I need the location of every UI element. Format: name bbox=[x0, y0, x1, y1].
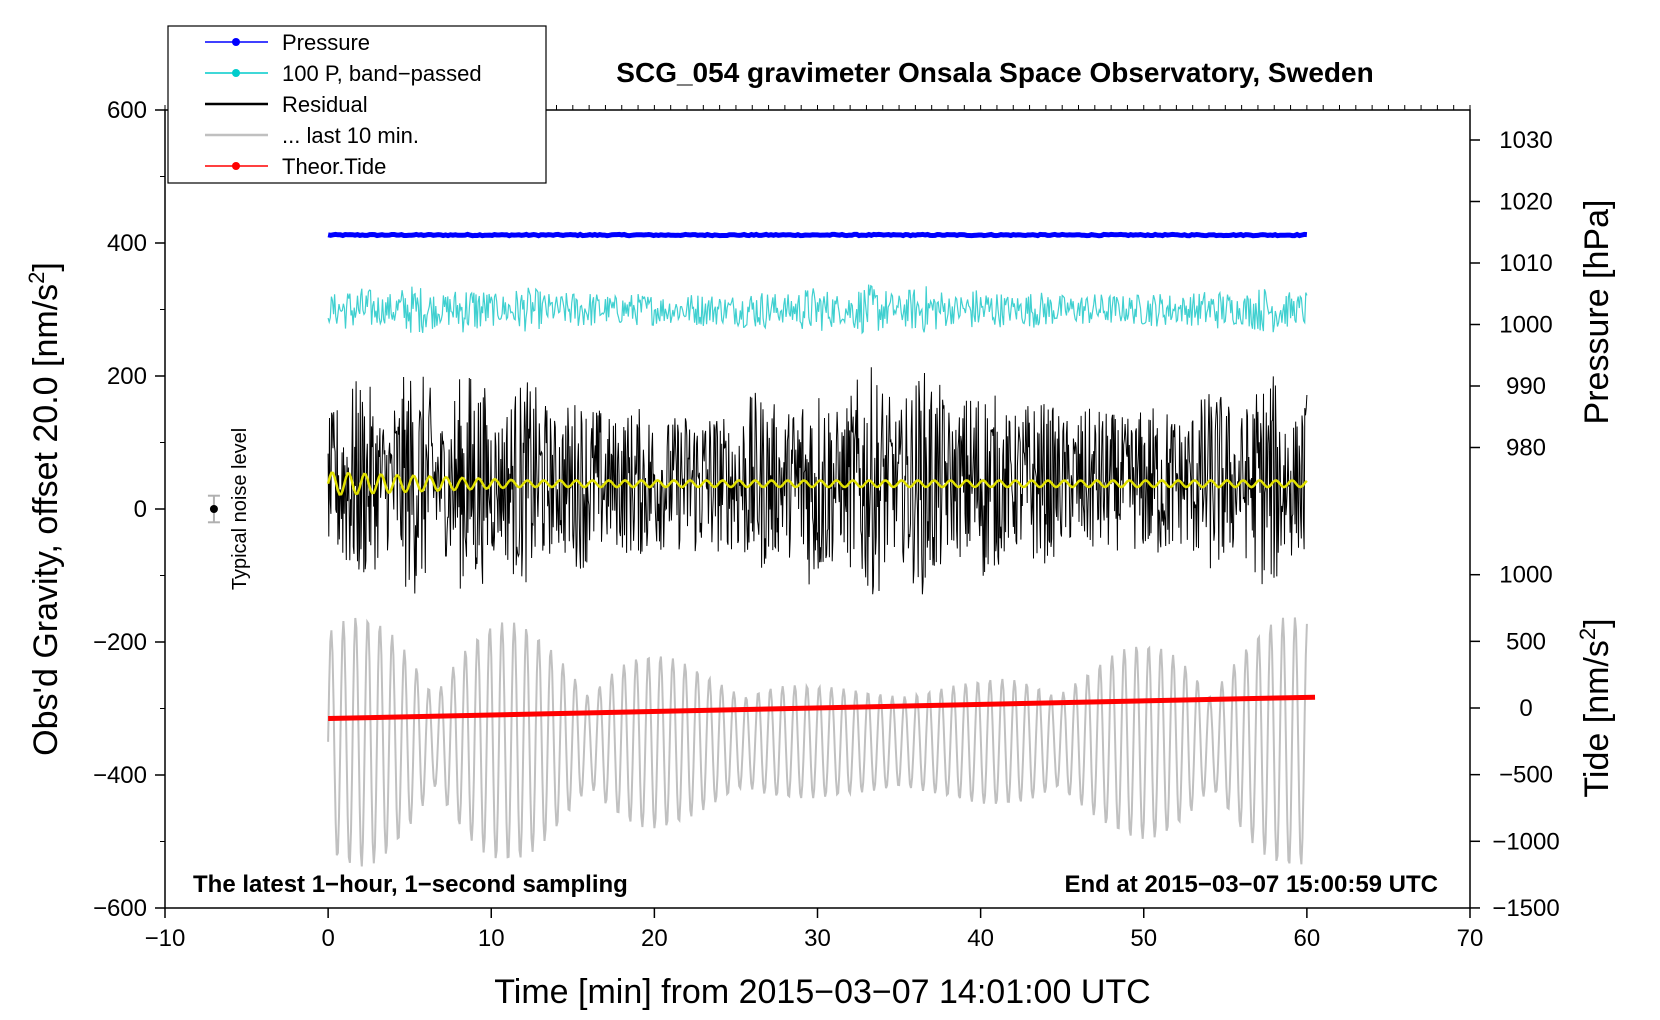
pressure-tick-label: 1030 bbox=[1499, 127, 1552, 154]
x-tick-label: 30 bbox=[804, 925, 831, 952]
x-tick-label: −10 bbox=[145, 925, 186, 952]
series-residual bbox=[327, 367, 1308, 595]
x-axis-label: Time [min] from 2015−03−07 14:01:00 UTC bbox=[494, 973, 1150, 1011]
x-tick-label: 0 bbox=[321, 925, 334, 952]
pressure-tick-label: 1000 bbox=[1499, 312, 1552, 339]
y-tick-label: 0 bbox=[134, 496, 147, 523]
tide-tick-label: 1000 bbox=[1499, 562, 1552, 589]
y-axis-label-end: ] bbox=[27, 262, 65, 271]
legend-label: Pressure bbox=[282, 30, 370, 55]
pressure-tick-label: 990 bbox=[1506, 373, 1546, 400]
y-axis-label-sup: 2 bbox=[24, 272, 49, 284]
pressure-tick-label: 980 bbox=[1506, 435, 1546, 462]
x-tick-label: 40 bbox=[967, 925, 994, 952]
tide-tick-label: 0 bbox=[1519, 695, 1532, 722]
legend-label: Theor.Tide bbox=[282, 154, 386, 179]
y-axis-label: Obs'd Gravity, offset 20.0 [nm/s2] bbox=[24, 262, 65, 756]
series-pressure bbox=[327, 231, 1308, 239]
legend: Pressure 100 P, band−passed Residual ... la… bbox=[167, 25, 547, 184]
noise-level-bar bbox=[207, 494, 220, 524]
pressure-tick-label: 1010 bbox=[1499, 250, 1552, 277]
series-theoretical-tide bbox=[328, 694, 1316, 721]
legend-marker bbox=[232, 38, 240, 46]
x-tick-label: 60 bbox=[1294, 925, 1321, 952]
y-tick-label: −200 bbox=[93, 629, 147, 656]
axis-ticks: −10 0 10 20 30 40 50 60 70−600−400−2000200400600… bbox=[93, 97, 1560, 952]
x-tick-label: 70 bbox=[1457, 925, 1484, 952]
plot-series bbox=[326, 231, 1316, 867]
legend-marker bbox=[232, 162, 240, 170]
legend-marker bbox=[232, 69, 240, 77]
series-residual-smoothed bbox=[326, 471, 1308, 496]
tide-tick-label: −1000 bbox=[1492, 828, 1559, 855]
noise-level-label: Typical noise level bbox=[229, 428, 251, 590]
noise-bar-dot bbox=[209, 505, 218, 513]
y-tick-label: −600 bbox=[93, 895, 147, 922]
y-axis-label-main: Obs'd Gravity, offset 20.0 [nm/s bbox=[27, 284, 65, 756]
tide-tick-label: 500 bbox=[1506, 628, 1546, 655]
legend-label: ... last 10 min. bbox=[282, 123, 419, 148]
tide-axis-label-end: ] bbox=[1578, 618, 1616, 627]
tide-tick-label: −1500 bbox=[1492, 895, 1559, 922]
chart-title: SCG_054 gravimeter Onsala Space Observat… bbox=[616, 57, 1373, 88]
pressure-axis-label: Pressure [hPa] bbox=[1578, 200, 1616, 425]
x-tick-label: 20 bbox=[641, 925, 668, 952]
tide-axis-label: Tide [nm/s2] bbox=[1575, 618, 1616, 797]
y-tick-label: 400 bbox=[107, 230, 147, 257]
y-tick-label: 600 bbox=[107, 97, 147, 124]
sampling-annotation: The latest 1−hour, 1−second sampling bbox=[193, 871, 628, 898]
pressure-tick-label: 1020 bbox=[1499, 189, 1552, 216]
series-band-passed-pressure bbox=[327, 284, 1308, 335]
x-tick-label: 50 bbox=[1130, 925, 1157, 952]
legend-label: Residual bbox=[282, 92, 368, 117]
tide-axis-label-main: Tide [nm/s bbox=[1578, 640, 1616, 797]
x-tick-label: 10 bbox=[478, 925, 505, 952]
legend-label: 100 P, band−passed bbox=[282, 61, 482, 86]
end-time-annotation: End at 2015−03−07 15:00:59 UTC bbox=[1064, 871, 1438, 898]
y-tick-label: 200 bbox=[107, 363, 147, 390]
tide-tick-label: −500 bbox=[1499, 762, 1553, 789]
tide-axis-label-sup: 2 bbox=[1575, 628, 1600, 640]
series-last-10-min bbox=[327, 617, 1308, 867]
y-tick-label: −400 bbox=[93, 762, 147, 789]
